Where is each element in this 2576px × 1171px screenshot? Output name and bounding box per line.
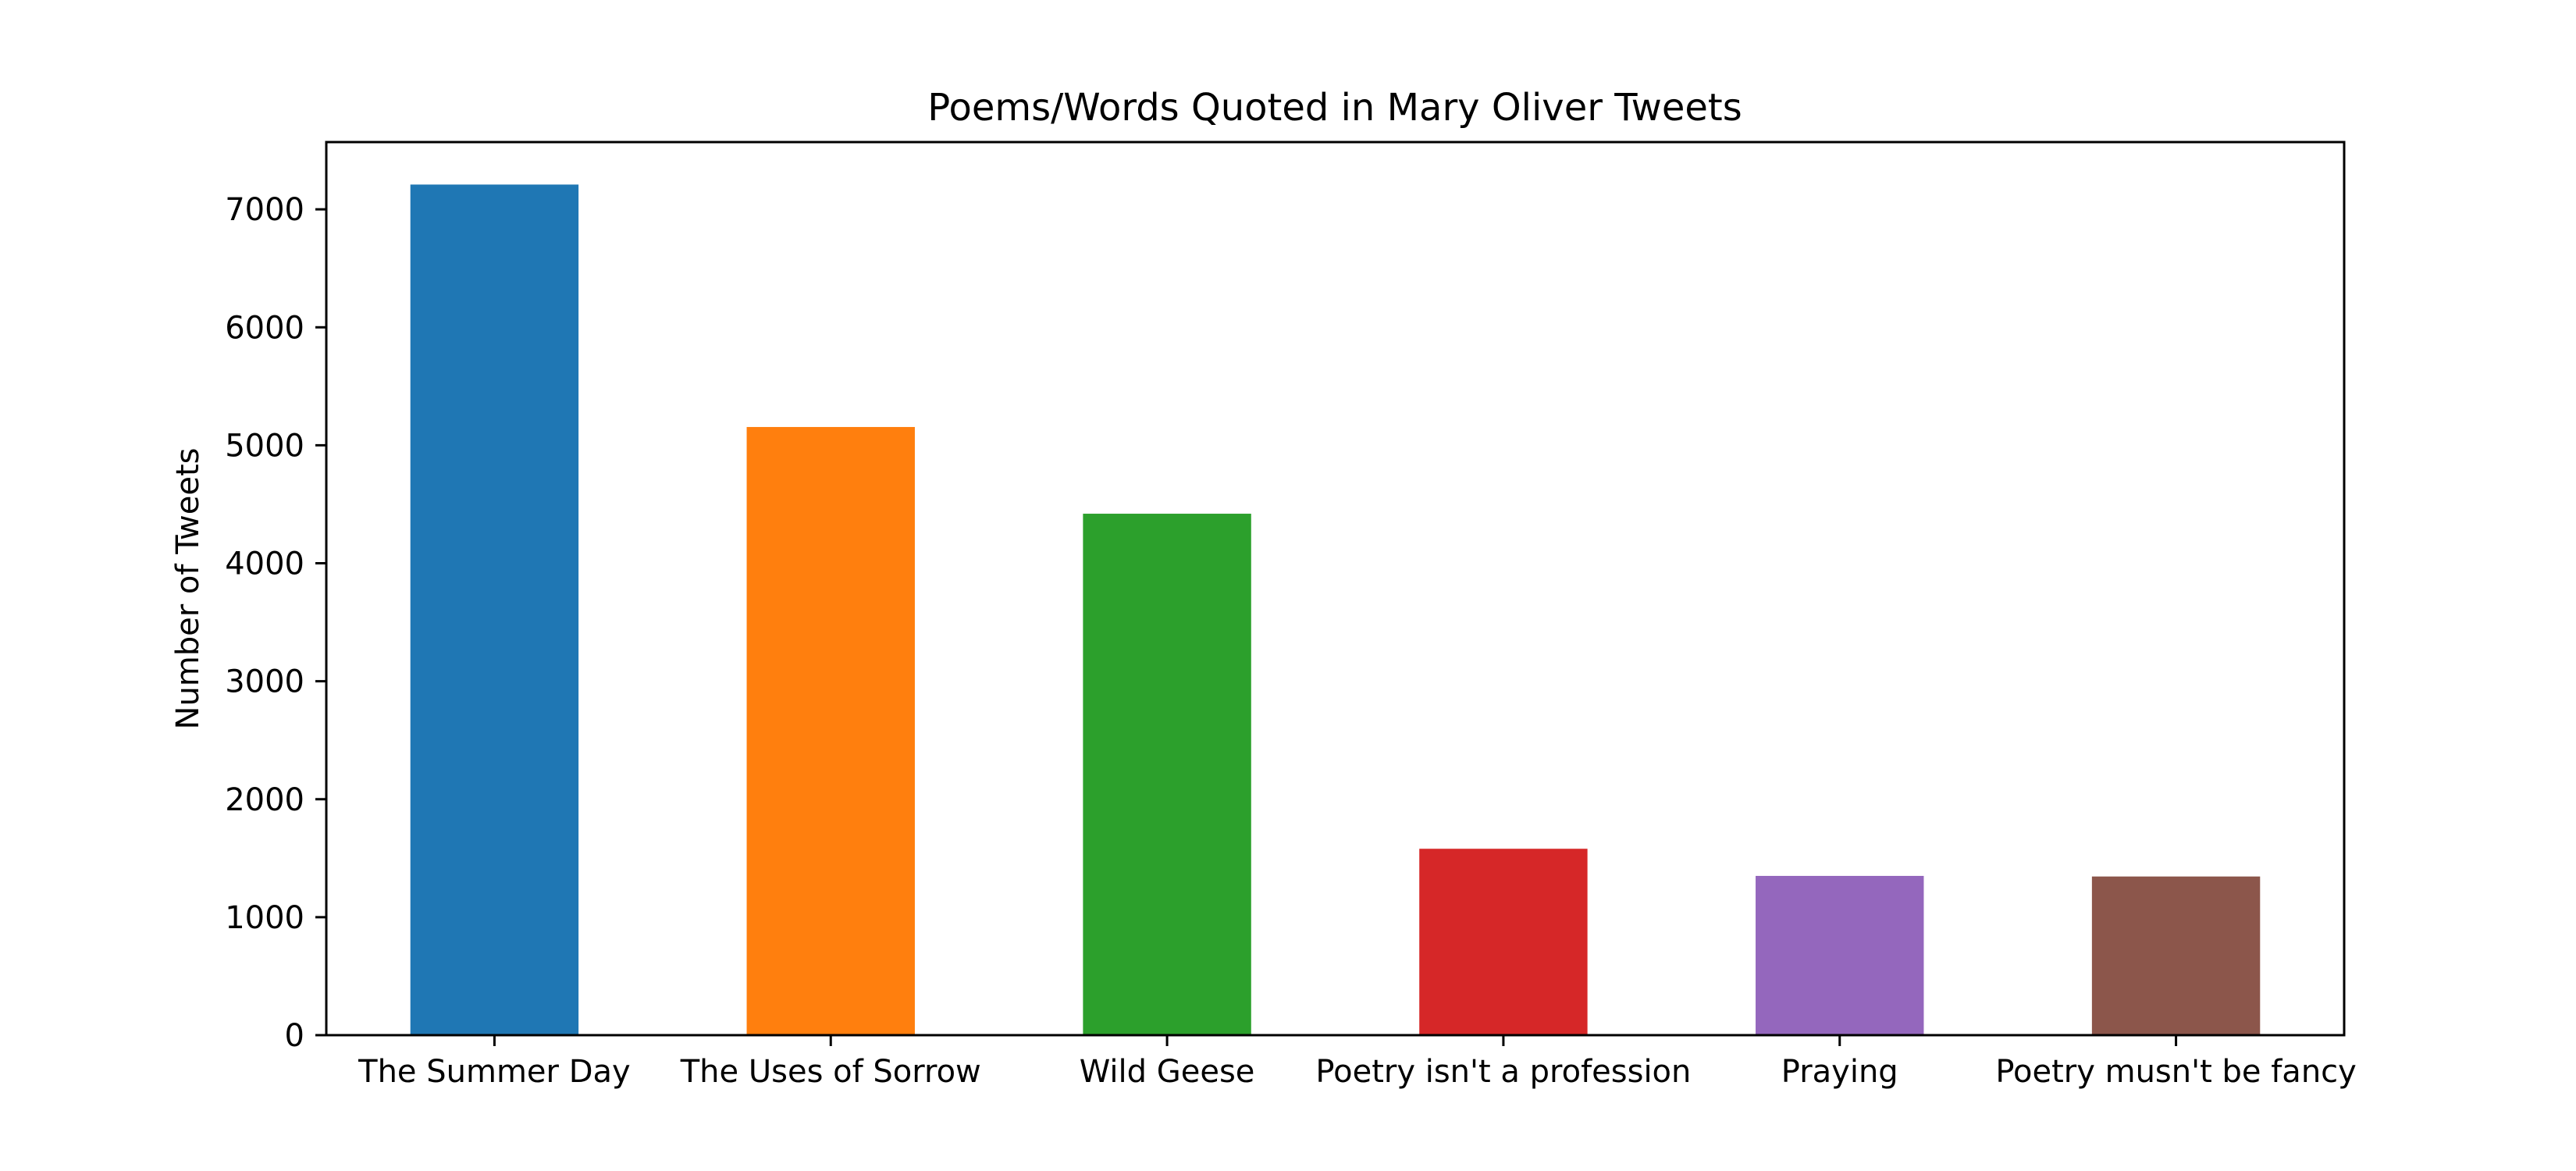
y-tick-label: 5000 <box>225 428 304 464</box>
y-tick-label: 0 <box>285 1018 304 1054</box>
x-tick-label: Praying <box>1781 1054 1898 1090</box>
bar-2 <box>746 426 915 1035</box>
y-tick-label: 3000 <box>225 664 304 700</box>
x-tick-label: Poetry isn't a profession <box>1315 1054 1691 1090</box>
x-axis-ticks: The Summer Day The Uses of Sorrow Wild Gee… <box>358 1035 2357 1090</box>
y-axis-label: Number of Tweets <box>170 448 206 730</box>
y-tick-label: 4000 <box>225 546 304 582</box>
chart-title: Poems/Words Quoted in Mary Oliver Tweets <box>927 86 1742 130</box>
x-tick-label: The Summer Day <box>358 1054 631 1090</box>
x-tick-label: The Uses of Sorrow <box>680 1054 981 1090</box>
bar-3 <box>1083 514 1251 1035</box>
x-tick-label: Wild Geese <box>1080 1054 1255 1090</box>
bars-group <box>410 184 2261 1036</box>
bar-6 <box>2091 876 2261 1035</box>
bar-4 <box>1419 849 1588 1035</box>
y-axis-ticks: 0 1000 2000 3000 4000 5000 6000 7000 <box>225 192 326 1054</box>
y-tick-label: 6000 <box>225 310 304 346</box>
bar-5 <box>1756 875 1924 1035</box>
y-tick-label: 7000 <box>225 192 304 228</box>
y-tick-label: 2000 <box>225 782 304 818</box>
y-tick-label: 1000 <box>225 900 304 936</box>
x-tick-label: Poetry musn't be fancy <box>1995 1054 2357 1090</box>
bar-1 <box>410 184 579 1036</box>
plot-area-frame <box>325 141 2346 1037</box>
